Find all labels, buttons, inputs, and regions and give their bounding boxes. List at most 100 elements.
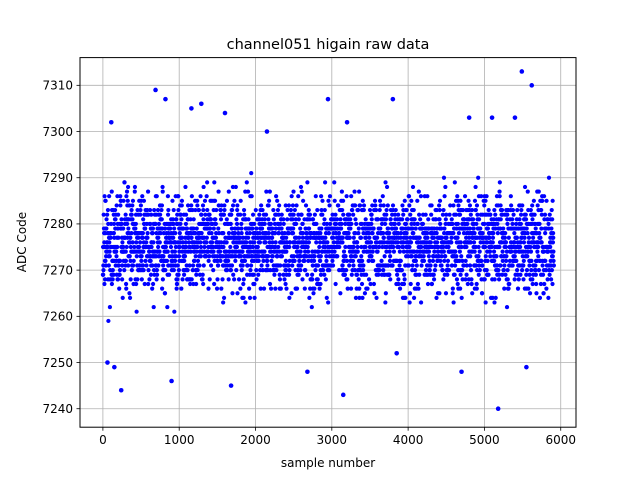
data-point [485,240,490,245]
data-point [527,263,532,268]
data-point [312,286,317,291]
data-point [345,277,350,282]
data-point [402,198,407,203]
data-point [235,291,240,296]
data-point [355,240,360,245]
data-point [161,263,166,268]
data-point [372,291,377,296]
data-point [510,207,516,213]
data-point [260,268,265,273]
data-point [163,268,168,273]
data-point [447,212,452,217]
data-point [412,268,418,273]
data-point [503,244,508,250]
data-point [464,272,469,277]
data-point [102,194,107,199]
data-point [116,212,121,217]
data-point [150,226,156,231]
data-point [437,291,442,296]
data-point [418,194,424,199]
data-point [536,268,542,273]
data-point [397,286,403,291]
data-point [496,277,502,282]
data-point [181,226,186,231]
data-point [251,258,257,263]
data-point [291,189,296,194]
data-point [449,217,454,222]
data-point [261,258,266,263]
data-point [323,180,328,185]
data-point [242,212,247,217]
data-point [371,258,376,263]
data-point [330,258,335,263]
data-point [287,240,293,245]
data-point [304,254,309,259]
data-point [118,203,123,208]
data-point [412,221,417,227]
data-point [198,254,203,259]
data-point [188,217,193,222]
data-point [429,281,435,287]
data-point [271,217,276,222]
data-point [347,212,352,217]
data-point [528,249,534,254]
data-point [459,369,464,375]
data-point [107,304,113,310]
data-point [438,221,443,227]
data-point [458,272,463,277]
data-point [523,217,529,222]
data-point [111,272,116,277]
data-point [550,281,555,287]
data-point [551,263,556,268]
data-point [324,221,330,227]
data-point [549,207,554,213]
data-point [440,212,446,217]
data-point [496,268,501,273]
data-point [138,240,143,245]
data-point [193,207,198,213]
data-point [135,207,140,213]
data-point [214,286,220,291]
data-point [147,249,152,254]
data-point [495,221,500,227]
data-point [340,392,346,398]
data-point [198,240,203,245]
data-point [512,277,517,282]
data-point [430,258,436,263]
data-point [363,244,368,250]
data-point [342,272,348,277]
data-point [125,184,131,190]
data-point [156,263,161,268]
data-point [515,286,521,291]
data-point [295,244,300,250]
data-point [215,277,220,282]
data-point [232,198,237,203]
data-point [505,277,510,282]
data-point [324,254,329,259]
data-point [536,189,541,194]
data-point [432,268,438,273]
data-point [472,231,477,236]
data-point [247,286,252,291]
data-point [505,268,510,273]
data-point [281,221,286,227]
data-point [305,180,310,185]
data-point [340,235,345,240]
data-point [168,244,174,250]
data-point [489,244,494,250]
data-point [395,272,400,277]
data-point [388,217,393,222]
data-point [454,254,459,259]
data-point [151,240,156,245]
data-point [429,203,434,208]
data-point [551,231,556,236]
data-point [407,244,412,250]
data-point [234,217,239,222]
data-point [103,198,108,203]
data-point [323,277,328,282]
data-point [115,194,120,199]
data-point [455,281,460,287]
data-point [209,231,214,236]
data-point [128,235,133,240]
data-point [380,231,386,236]
